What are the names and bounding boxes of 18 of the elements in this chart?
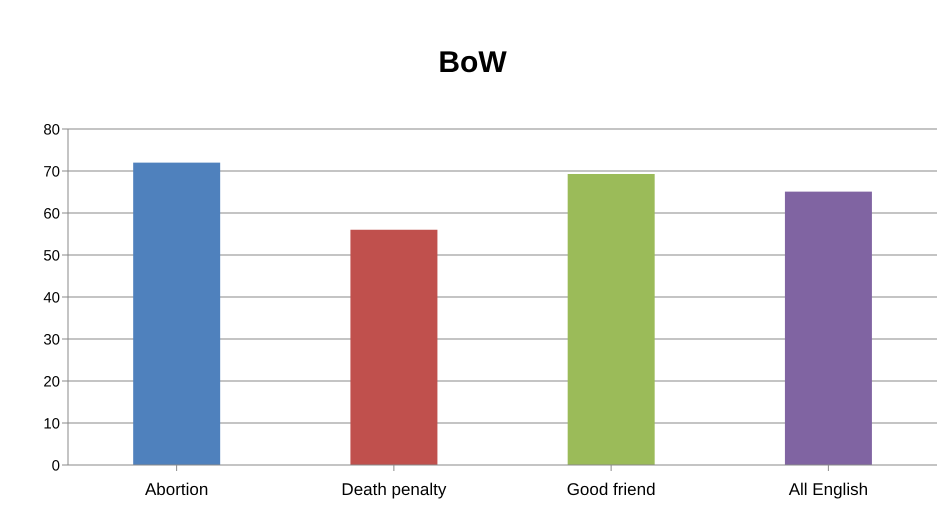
- y-tick-label: 10: [43, 415, 60, 432]
- y-tick-label: 80: [43, 121, 60, 138]
- y-tick-label: 30: [43, 331, 60, 348]
- x-tick-label: Death penalty: [341, 480, 447, 500]
- y-tick-label: 0: [52, 457, 60, 474]
- chart-title: BoW: [437, 46, 508, 80]
- y-tick-label: 20: [43, 373, 60, 390]
- y-tick-label: 40: [43, 289, 60, 306]
- y-tick-label: 50: [43, 247, 60, 264]
- y-tick-label: 60: [43, 205, 60, 222]
- x-tick-label: All English: [788, 480, 868, 500]
- bar: [133, 162, 220, 465]
- bar: [568, 174, 655, 465]
- x-tick-label: Good friend: [566, 480, 656, 500]
- x-tick-label: Abortion: [144, 480, 208, 500]
- bar: [350, 230, 438, 465]
- bar: [784, 192, 872, 465]
- y-tick-label: 70: [43, 163, 60, 180]
